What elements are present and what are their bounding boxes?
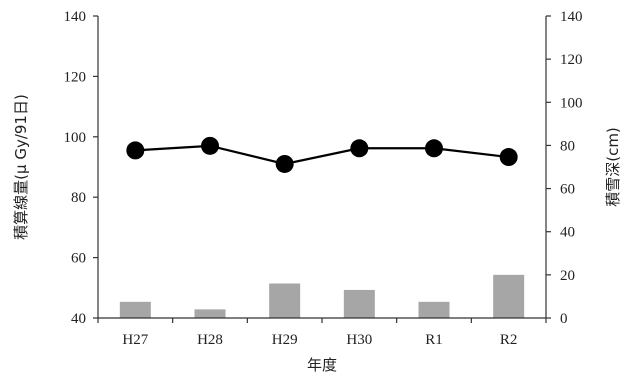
- dose-line: [135, 144, 509, 166]
- left-tick-label: 80: [71, 190, 86, 206]
- snow-bar-R2: [493, 274, 525, 318]
- left-tick-label: 60: [71, 251, 86, 267]
- dose-marker-H27: [126, 141, 145, 160]
- left-tick-label: 120: [64, 69, 87, 85]
- snow-bar-H30: [343, 289, 375, 318]
- x-tick-label: H29: [272, 332, 298, 348]
- left-tick-label: 40: [71, 311, 86, 327]
- right-tick-label: 100: [560, 95, 583, 111]
- x-tick-label: H30: [346, 332, 372, 348]
- right-tick-label: 60: [560, 182, 575, 198]
- right-axis-title: 積雪深(cm): [604, 127, 622, 207]
- right-tick-label: 80: [560, 138, 575, 154]
- right-tick-label: 120: [560, 52, 583, 68]
- snow-bar-H29: [269, 283, 301, 318]
- right-tick-label: 20: [560, 268, 575, 284]
- x-tick-label: R1: [425, 332, 443, 348]
- dose-marker-R1: [425, 139, 443, 158]
- left-tick-label: 140: [64, 9, 87, 25]
- x-axis-title: 年度: [307, 356, 337, 374]
- left-tick-label: 100: [64, 130, 87, 146]
- x-tick-label: H27: [122, 332, 148, 348]
- snow-bar-H28: [194, 309, 226, 318]
- x-tick-label: R2: [500, 332, 518, 348]
- right-tick-label: 40: [560, 225, 575, 241]
- dose-marker-R2: [499, 148, 518, 167]
- dose-marker-H28: [201, 136, 219, 155]
- dose-marker-H30: [350, 139, 369, 158]
- left-axis-title: 積算線量(μ Gy/91日): [12, 94, 30, 240]
- right-tick-label: 0: [560, 311, 568, 327]
- dose-marker-H29: [275, 154, 294, 173]
- snow-bar-R1: [418, 301, 450, 318]
- axes: 40 60 80 100 120 140 0 20 40 60 80 100 120 140 H27 H28 H…: [64, 9, 583, 348]
- snow-bar-H27: [119, 301, 151, 318]
- dose-line-series: [126, 136, 518, 173]
- right-tick-label: 140: [560, 9, 583, 25]
- x-tick-label: H28: [197, 332, 223, 348]
- snow-depth-bars: [119, 274, 525, 318]
